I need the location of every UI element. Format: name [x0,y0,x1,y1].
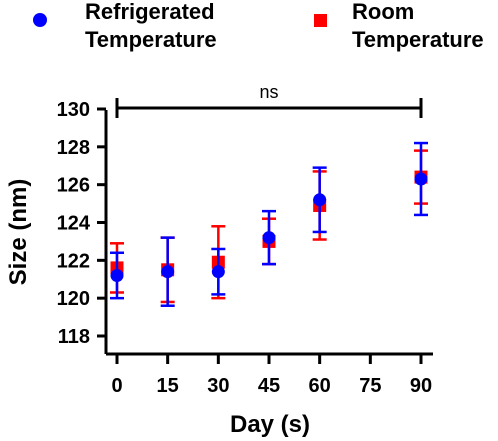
x-tick-label: 90 [410,375,432,397]
bracket-label: ns [259,82,278,102]
y-tick-label: 126 [57,175,90,197]
y-tick-label: 124 [57,213,91,235]
y-axis-label: Size (nm) [5,179,32,286]
data-point [211,265,225,279]
significance-bracket: ns [115,82,423,118]
x-ticks: 0 15 30 45 60 75 90 [111,354,432,397]
data-point [414,172,428,186]
legend-label-room-line-1: Room [352,0,414,24]
x-tick-label: 45 [258,375,280,397]
x-tick-label: 60 [309,375,331,397]
legend-label-refrigerated-line-1: Refrigerated [85,0,215,24]
x-axis-label: Day (s) [230,411,310,438]
legend-marker-refrigerated [33,13,47,27]
data-point [110,268,124,282]
data-point [161,265,175,279]
series-refrigerated [110,141,428,307]
legend-label-refrigerated-line-2: Temperature [85,27,217,52]
legend: Refrigerated Temperature Room Temperatur… [33,0,484,52]
data-point [313,193,327,207]
y-tick-label: 120 [57,288,90,310]
x-tick-label: 75 [359,375,381,397]
plot-area [110,141,428,307]
axes: 118 120 122 124 126 128 130 0 15 30 45 60 75 90 Day … [5,99,433,438]
y-ticks: 118 120 122 124 126 128 130 [57,99,106,348]
y-tick-label: 128 [57,137,90,159]
y-tick-label: 130 [57,99,90,121]
y-tick-label: 122 [57,250,90,272]
x-tick-label: 15 [157,375,179,397]
y-tick-label: 118 [58,326,90,348]
legend-label-room-line-2: Temperature [352,27,484,52]
data-point [262,231,276,245]
x-tick-label: 0 [111,375,122,397]
legend-marker-room [314,14,327,27]
x-tick-label: 30 [207,375,229,397]
